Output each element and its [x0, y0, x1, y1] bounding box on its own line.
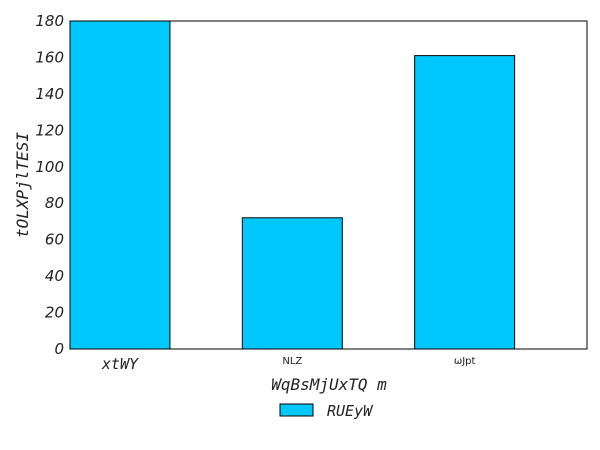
y-tick-label-7: 140 — [35, 85, 64, 103]
y-tick-label-0: 0 — [54, 340, 64, 358]
y-tick-label-9: 180 — [35, 12, 64, 30]
bar-1 — [242, 218, 342, 349]
x-tick-labels: xtWY NLZ ωJpt — [101, 355, 476, 373]
y-tick-label-6: 120 — [35, 121, 64, 139]
legend-label: RUEyW — [327, 402, 374, 420]
legend-swatch — [280, 404, 313, 416]
x-tick-label-2: ωJpt — [454, 356, 476, 367]
y-tick-labels: 0 20 40 60 80 100 120 140 160 180 — [35, 12, 64, 358]
y-tick-label-2: 40 — [45, 267, 64, 285]
legend: RUEyW — [280, 402, 374, 420]
x-axis-label: WqBsMjUxTQ m — [271, 375, 387, 394]
x-tick-label-1: NLZ — [282, 356, 302, 367]
bars-group — [70, 21, 515, 349]
y-tick-label-3: 60 — [45, 231, 64, 249]
y-tick-label-8: 160 — [35, 48, 64, 66]
y-axis-label: tOLXPjlTESI — [13, 132, 32, 238]
bar-2 — [415, 56, 515, 349]
y-tick-label-5: 100 — [35, 158, 64, 176]
y-tick-label-4: 80 — [45, 194, 64, 212]
y-tick-label-1: 20 — [45, 304, 64, 322]
bar-0 — [70, 21, 170, 349]
x-tick-label-0: xtWY — [101, 355, 139, 373]
